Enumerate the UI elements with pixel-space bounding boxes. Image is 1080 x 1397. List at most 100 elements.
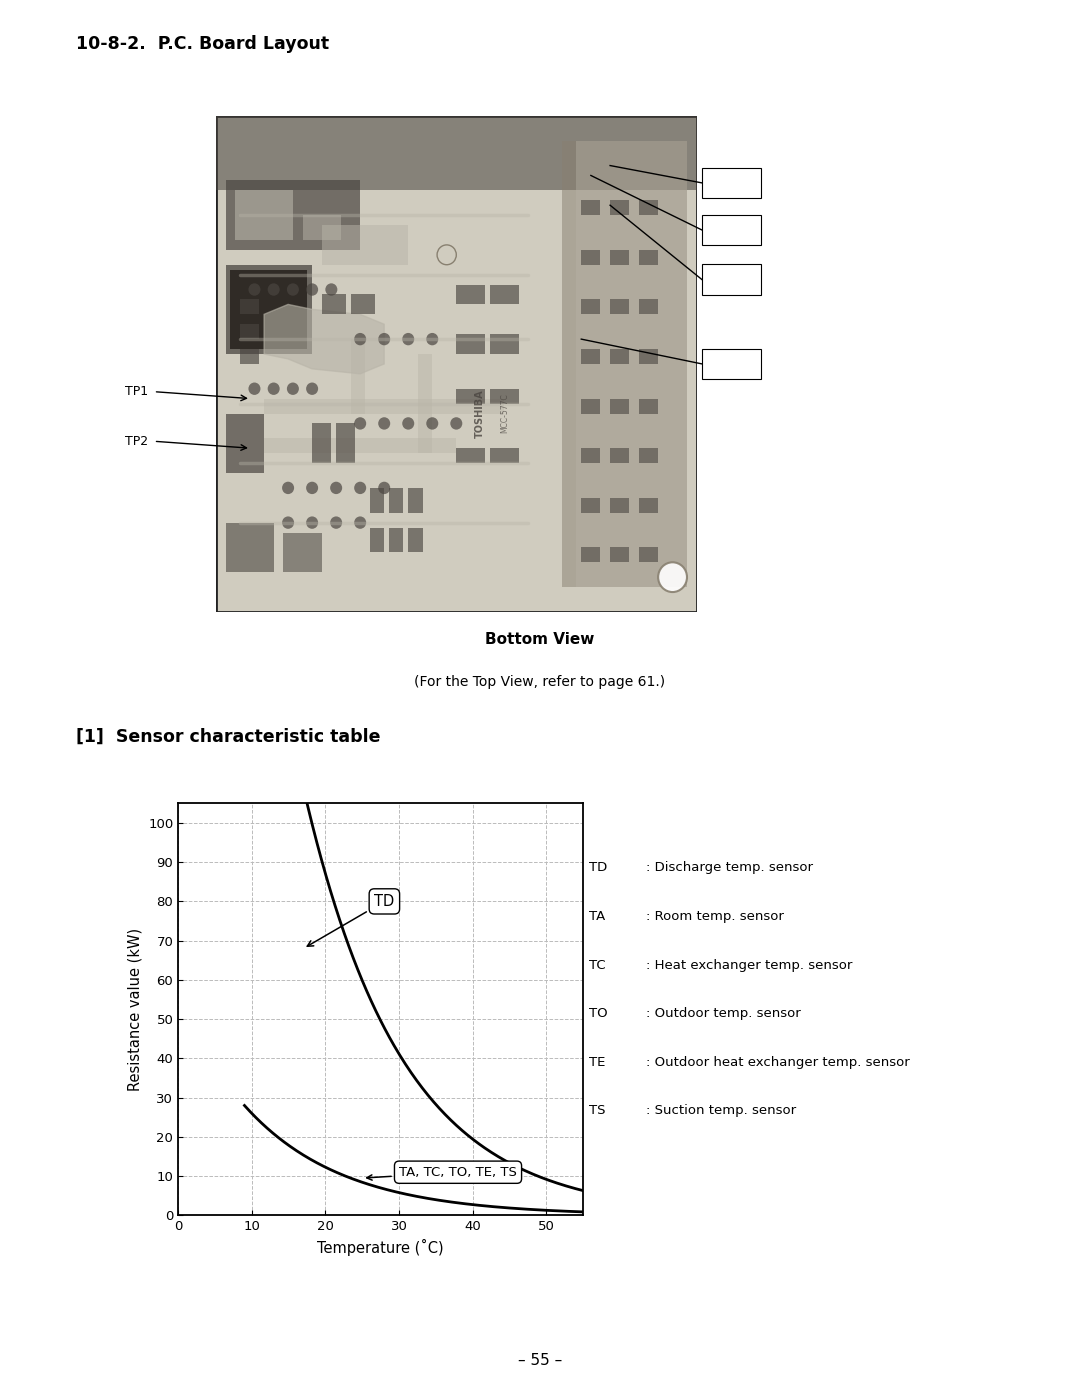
Bar xyxy=(581,448,600,464)
Text: TE: TE xyxy=(589,1056,605,1069)
Ellipse shape xyxy=(437,244,457,264)
Ellipse shape xyxy=(268,383,280,395)
Text: 5V: 5V xyxy=(724,224,740,236)
Bar xyxy=(389,488,404,513)
Text: 12V: 12V xyxy=(719,358,744,370)
Ellipse shape xyxy=(427,418,438,430)
Bar xyxy=(610,250,630,264)
Bar xyxy=(408,528,422,552)
Ellipse shape xyxy=(248,383,260,395)
Bar xyxy=(639,548,658,563)
Ellipse shape xyxy=(330,517,342,529)
Bar xyxy=(639,250,658,264)
Bar xyxy=(610,200,630,215)
Bar xyxy=(265,439,457,453)
Ellipse shape xyxy=(402,332,415,345)
Ellipse shape xyxy=(306,383,319,395)
Bar xyxy=(639,299,658,314)
Ellipse shape xyxy=(427,332,438,345)
Text: : Heat exchanger temp. sensor: : Heat exchanger temp. sensor xyxy=(646,958,852,971)
Text: : Discharge temp. sensor: : Discharge temp. sensor xyxy=(646,862,813,875)
Ellipse shape xyxy=(378,332,390,345)
Ellipse shape xyxy=(354,418,366,430)
Bar xyxy=(216,116,697,190)
Ellipse shape xyxy=(330,482,342,495)
Polygon shape xyxy=(265,305,384,374)
Bar xyxy=(369,528,384,552)
Bar xyxy=(610,398,630,414)
Ellipse shape xyxy=(354,517,366,529)
Ellipse shape xyxy=(282,482,294,495)
Ellipse shape xyxy=(354,332,366,345)
Text: 10-8-2.  P.C. Board Layout: 10-8-2. P.C. Board Layout xyxy=(76,35,328,53)
Ellipse shape xyxy=(287,383,299,395)
Bar xyxy=(581,548,600,563)
Text: TS: TS xyxy=(589,1104,605,1118)
Bar xyxy=(230,270,308,349)
Text: TA, TC, TO, TE, TS: TA, TC, TO, TE, TS xyxy=(367,1165,517,1180)
Bar xyxy=(577,141,687,587)
Text: TD: TD xyxy=(308,894,394,946)
Bar xyxy=(226,522,273,573)
Bar xyxy=(457,448,485,464)
Bar xyxy=(490,448,518,464)
Text: : Room temp. sensor: : Room temp. sensor xyxy=(646,909,784,923)
Bar xyxy=(240,349,259,365)
Text: : Outdoor heat exchanger temp. sensor: : Outdoor heat exchanger temp. sensor xyxy=(646,1056,910,1069)
Bar xyxy=(336,423,355,464)
Ellipse shape xyxy=(658,562,687,592)
Bar xyxy=(610,448,630,464)
Bar xyxy=(302,215,341,240)
Bar xyxy=(581,200,600,215)
X-axis label: Temperature (˚C): Temperature (˚C) xyxy=(318,1239,444,1256)
Bar xyxy=(581,398,600,414)
Bar xyxy=(639,497,658,513)
Ellipse shape xyxy=(378,418,390,430)
Ellipse shape xyxy=(306,284,319,296)
Text: TC: TC xyxy=(589,958,605,971)
Bar xyxy=(581,299,600,314)
Bar xyxy=(581,250,600,264)
Text: : Outdoor temp. sensor: : Outdoor temp. sensor xyxy=(646,1007,801,1020)
Ellipse shape xyxy=(282,517,294,529)
Bar xyxy=(322,225,408,264)
Bar xyxy=(457,388,485,404)
Bar xyxy=(457,285,485,305)
Text: 35V: 35V xyxy=(719,272,744,286)
Bar xyxy=(490,334,518,353)
Bar xyxy=(639,398,658,414)
Ellipse shape xyxy=(306,482,319,495)
Bar xyxy=(351,339,365,414)
Text: TP1: TP1 xyxy=(125,386,148,398)
Bar xyxy=(389,528,404,552)
Bar xyxy=(610,548,630,563)
Bar xyxy=(235,190,293,240)
Bar xyxy=(322,295,346,314)
Ellipse shape xyxy=(287,284,299,296)
Ellipse shape xyxy=(354,482,366,495)
Text: MCC-577C: MCC-577C xyxy=(500,394,509,433)
Text: – 55 –: – 55 – xyxy=(518,1354,562,1368)
Bar xyxy=(490,388,518,404)
Bar xyxy=(265,398,504,414)
Text: GND: GND xyxy=(717,176,746,190)
Bar xyxy=(226,414,265,474)
Ellipse shape xyxy=(378,482,390,495)
Bar xyxy=(610,497,630,513)
Bar xyxy=(240,299,259,314)
Ellipse shape xyxy=(450,418,462,430)
Bar xyxy=(581,497,600,513)
Ellipse shape xyxy=(325,284,337,296)
Text: : Suction temp. sensor: : Suction temp. sensor xyxy=(646,1104,796,1118)
Bar xyxy=(639,349,658,365)
Bar xyxy=(457,334,485,353)
Ellipse shape xyxy=(268,284,280,296)
Bar xyxy=(418,353,432,453)
Bar xyxy=(351,295,375,314)
Ellipse shape xyxy=(306,517,319,529)
Bar xyxy=(283,532,322,573)
Bar xyxy=(312,423,332,464)
Text: Bottom View: Bottom View xyxy=(485,633,595,647)
Ellipse shape xyxy=(402,418,415,430)
Text: TOSHIBA: TOSHIBA xyxy=(475,390,485,437)
